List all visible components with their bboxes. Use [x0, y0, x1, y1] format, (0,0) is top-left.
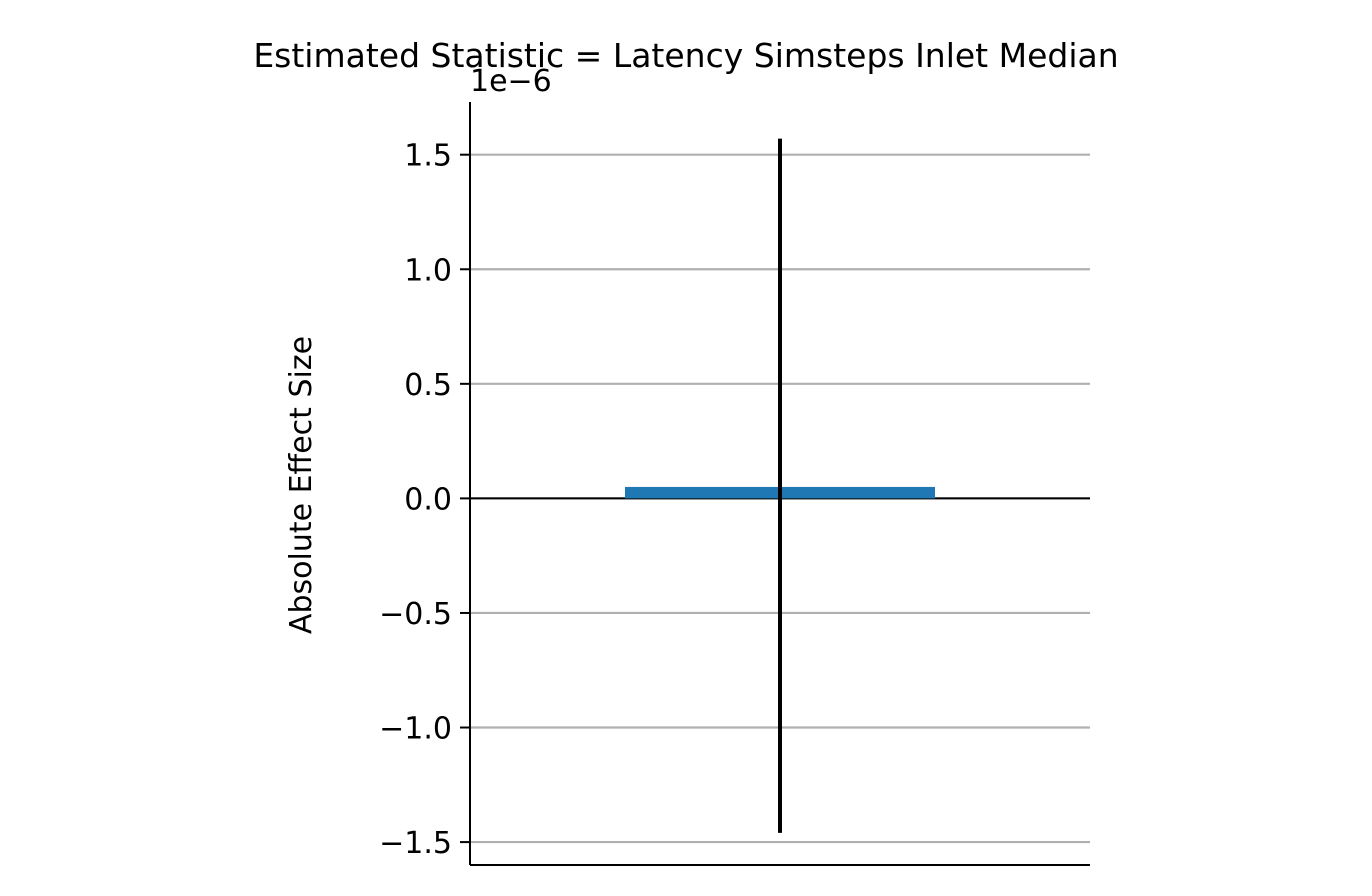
y-tick-label: 1.0	[404, 253, 452, 288]
y-ticks: −1.5 −1.0 −0.5 0.0 0.5 1.0 1.5	[379, 139, 470, 861]
y-tick-label: 0.5	[404, 368, 452, 403]
axis-offset-text: 1e−6	[470, 64, 552, 99]
y-tick-label: 1.5	[404, 139, 452, 174]
y-tick-label: −1.0	[379, 712, 452, 747]
chart-title: Estimated Statistic = Latency Simsteps I…	[253, 36, 1118, 75]
y-axis-label: Absolute Effect Size	[284, 336, 319, 634]
y-tick-label: −1.5	[379, 826, 452, 861]
y-tick-label: 0.0	[404, 482, 452, 517]
y-tick-label: −0.5	[379, 597, 452, 632]
